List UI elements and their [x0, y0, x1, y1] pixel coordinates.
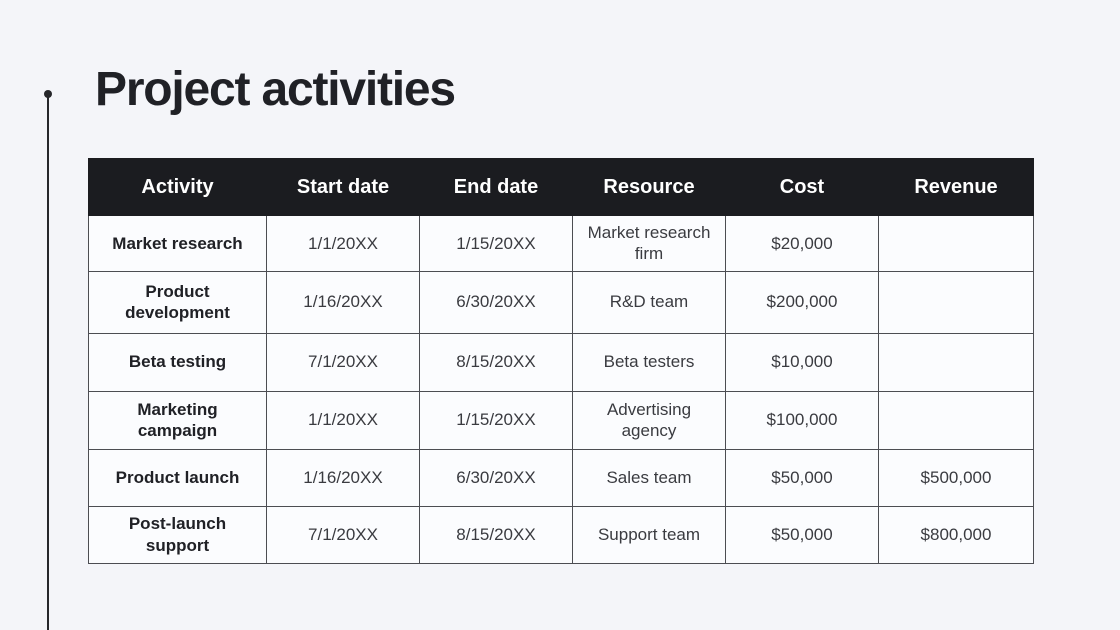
table-row: Market research 1/1/20XX 1/15/20XX Marke… [88, 215, 1034, 272]
activities-table-container: Activity Start date End date Resource Co… [88, 158, 1034, 564]
cell-activity: Marketing campaign [88, 390, 267, 450]
col-header-activity: Activity [88, 158, 267, 216]
table-row: Marketing campaign 1/1/20XX 1/15/20XX Ad… [88, 390, 1034, 450]
cell-activity: Product development [88, 270, 267, 334]
cell-cost: $10,000 [725, 332, 879, 392]
table-row: Beta testing 7/1/20XX 8/15/20XX Beta tes… [88, 332, 1034, 392]
cell-resource: Market research firm [572, 215, 726, 272]
cell-cost: $50,000 [725, 505, 879, 564]
col-header-resource: Resource [572, 158, 726, 216]
cell-revenue [878, 215, 1034, 272]
table-row: Post-launch support 7/1/20XX 8/15/20XX S… [88, 505, 1034, 564]
cell-start-date: 1/1/20XX [266, 390, 420, 450]
cell-cost: $20,000 [725, 215, 879, 272]
col-header-revenue: Revenue [878, 158, 1034, 216]
cell-start-date: 1/16/20XX [266, 270, 420, 334]
cell-resource: R&D team [572, 270, 726, 334]
cell-resource: Beta testers [572, 332, 726, 392]
decorative-dot [44, 90, 52, 98]
col-header-cost: Cost [725, 158, 879, 216]
table-header-row: Activity Start date End date Resource Co… [88, 158, 1034, 216]
cell-activity: Beta testing [88, 332, 267, 392]
cell-start-date: 1/16/20XX [266, 448, 420, 507]
cell-resource: Advertising agency [572, 390, 726, 450]
cell-end-date: 8/15/20XX [419, 505, 573, 564]
cell-start-date: 1/1/20XX [266, 215, 420, 272]
cell-resource: Support team [572, 505, 726, 564]
cell-start-date: 7/1/20XX [266, 332, 420, 392]
activities-table: Activity Start date End date Resource Co… [88, 158, 1034, 564]
cell-revenue [878, 332, 1034, 392]
cell-resource: Sales team [572, 448, 726, 507]
cell-activity: Product launch [88, 448, 267, 507]
col-header-end-date: End date [419, 158, 573, 216]
cell-cost: $200,000 [725, 270, 879, 334]
page-title: Project activities [95, 63, 456, 116]
cell-end-date: 1/15/20XX [419, 215, 573, 272]
table-row: Product development 1/16/20XX 6/30/20XX … [88, 270, 1034, 334]
cell-end-date: 6/30/20XX [419, 448, 573, 507]
cell-end-date: 1/15/20XX [419, 390, 573, 450]
cell-revenue [878, 390, 1034, 450]
cell-start-date: 7/1/20XX [266, 505, 420, 564]
col-header-start-date: Start date [266, 158, 420, 216]
cell-activity: Post-launch support [88, 505, 267, 564]
cell-cost: $50,000 [725, 448, 879, 507]
cell-end-date: 8/15/20XX [419, 332, 573, 392]
decorative-vertical-line [47, 96, 49, 630]
table-row: Product launch 1/16/20XX 6/30/20XX Sales… [88, 448, 1034, 507]
cell-revenue [878, 270, 1034, 334]
cell-activity: Market research [88, 215, 267, 272]
cell-revenue: $500,000 [878, 448, 1034, 507]
cell-revenue: $800,000 [878, 505, 1034, 564]
cell-end-date: 6/30/20XX [419, 270, 573, 334]
cell-cost: $100,000 [725, 390, 879, 450]
